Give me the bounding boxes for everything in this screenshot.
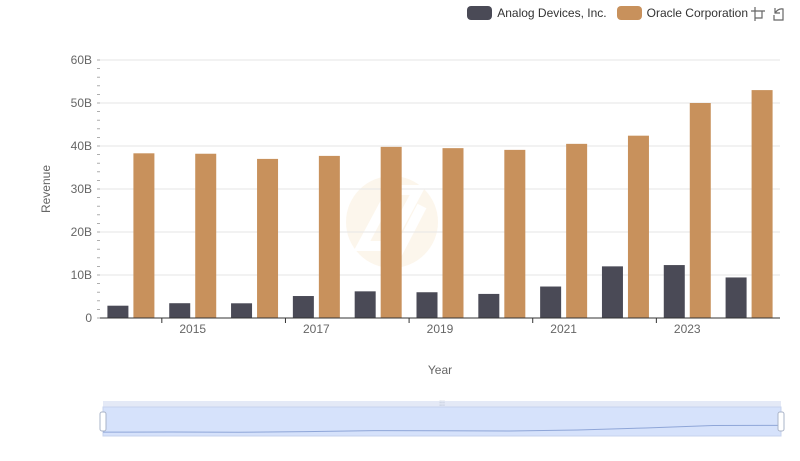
- bar-analog-devices-2015[interactable]: [169, 303, 191, 318]
- data-zoom-left-handle[interactable]: [99, 411, 107, 432]
- restore-icon[interactable]: [772, 6, 788, 22]
- bar-analog-devices-2022[interactable]: [601, 266, 623, 318]
- bar-analog-devices-2016[interactable]: [231, 303, 253, 318]
- bar-oracle-2024[interactable]: [751, 90, 773, 318]
- chart-toolbox: [750, 6, 788, 22]
- legend-label-oracle: Oracle Corporation: [646, 6, 748, 20]
- y-tick-label: 50B: [71, 96, 92, 110]
- bar-oracle-2019[interactable]: [442, 148, 464, 318]
- bar-oracle-2021[interactable]: [566, 143, 588, 318]
- bar-series: [107, 90, 773, 318]
- bar-oracle-2018[interactable]: [380, 146, 402, 318]
- x-tick-label: 2017: [303, 322, 330, 336]
- x-tick-label: 2015: [179, 322, 206, 336]
- legend-item-oracle[interactable]: Oracle Corporation: [616, 6, 748, 20]
- legend-item-analog-devices[interactable]: Analog Devices, Inc.: [467, 6, 607, 20]
- bar-oracle-2022[interactable]: [627, 135, 649, 318]
- x-axis-title: Year: [428, 363, 452, 377]
- bar-analog-devices-2017[interactable]: [292, 296, 314, 318]
- data-zoom-slider[interactable]: ⁞⁞⁞: [99, 401, 785, 437]
- bar-analog-devices-2023[interactable]: [663, 265, 685, 318]
- y-tick-label: 0: [85, 311, 92, 325]
- data-zoom-handle-bar[interactable]: [103, 401, 781, 407]
- y-axis-title: Revenue: [39, 165, 53, 213]
- y-tick-label: 40B: [71, 139, 92, 153]
- bar-analog-devices-2024[interactable]: [725, 277, 747, 318]
- chart-legend: Analog Devices, Inc. Oracle Corporation: [467, 4, 748, 22]
- data-zoom-grip-icon[interactable]: ⁞⁞⁞: [439, 401, 445, 408]
- y-tick-label: 60B: [71, 53, 92, 67]
- bar-oracle-2023[interactable]: [689, 103, 711, 318]
- legend-swatch-analog-devices: [467, 6, 493, 20]
- x-tick-label: 2021: [550, 322, 577, 336]
- zoom-icon[interactable]: [750, 6, 766, 22]
- data-zoom-right-handle[interactable]: [777, 411, 785, 432]
- y-tick-label: 10B: [71, 268, 92, 282]
- y-tick-label: 30B: [71, 182, 92, 196]
- bar-analog-devices-2021[interactable]: [540, 286, 562, 318]
- bar-analog-devices-2018[interactable]: [354, 291, 376, 318]
- bar-oracle-2015[interactable]: [195, 153, 217, 318]
- y-axis-ticks: 0 10B 20B 30B 40B 50B 60B: [71, 53, 100, 325]
- x-axis: 2015 2017 2019 2021 2023: [100, 317, 780, 336]
- bar-oracle-2014[interactable]: [133, 153, 155, 318]
- bar-analog-devices-2014[interactable]: [107, 305, 129, 318]
- bar-analog-devices-2019[interactable]: [416, 292, 438, 318]
- legend-label-analog-devices: Analog Devices, Inc.: [497, 6, 607, 20]
- legend-swatch-oracle: [616, 6, 642, 20]
- bar-oracle-2020[interactable]: [504, 149, 526, 318]
- bar-analog-devices-2020[interactable]: [478, 293, 500, 318]
- data-zoom-trend-line: [102, 424, 782, 433]
- bar-oracle-2016[interactable]: [257, 158, 279, 318]
- x-tick-label: 2019: [427, 322, 454, 336]
- bar-oracle-2017[interactable]: [318, 155, 340, 318]
- x-tick-label: 2023: [674, 322, 701, 336]
- y-tick-label: 20B: [71, 225, 92, 239]
